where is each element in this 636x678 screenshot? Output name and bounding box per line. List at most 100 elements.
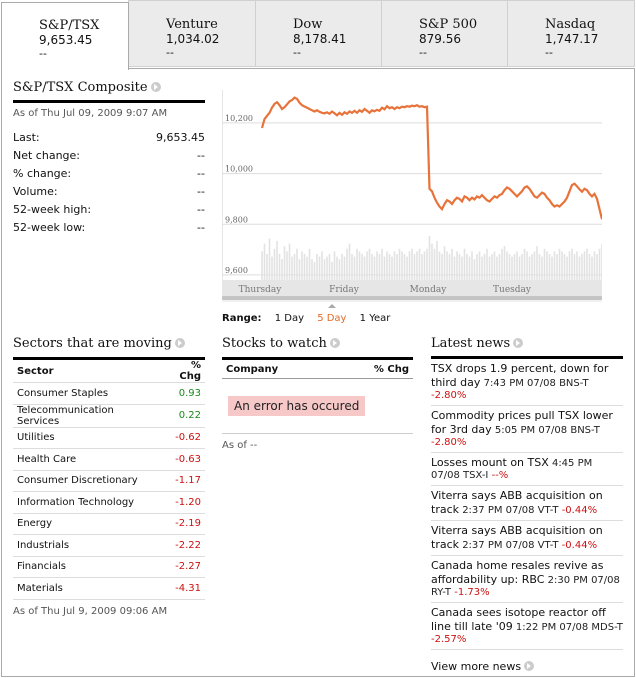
sector-name: Energy (13, 513, 163, 535)
tab-dow[interactable]: Dow 8,178.41 -- (255, 0, 382, 67)
sector-name: Information Technology (13, 491, 163, 514)
news-ticker[interactable]: MDS-T (591, 622, 623, 633)
table-row[interactable]: Utilities -0.62 (13, 427, 205, 449)
news-headline[interactable]: TSX drops 1.9 percent, down for third da… (431, 362, 609, 389)
news-item[interactable]: Viterra says ABB acquisition on track 2:… (431, 521, 623, 556)
news-headline[interactable]: Viterra says ABB acquisition on track (431, 489, 603, 516)
tab-nasdaq[interactable]: Nasdaq 1,747.17 -- (507, 0, 635, 67)
news-ticker[interactable]: VT-T (537, 540, 559, 551)
tab-value: 1,034.02 (166, 32, 220, 46)
table-row[interactable]: Financials -2.27 (13, 556, 205, 578)
volume-bar (438, 251, 441, 280)
volume-bar (401, 251, 403, 280)
stocks-asof: As of -- (222, 433, 413, 451)
volume-bar (366, 251, 368, 280)
volume-bar (568, 251, 571, 280)
news-ticker[interactable]: RY-T (431, 587, 452, 598)
volume-bar (381, 248, 383, 280)
table-row[interactable]: Telecommunication Services 0.22 (13, 404, 205, 428)
view-more-news-link[interactable]: View more news (431, 660, 623, 673)
stat-value: -- (197, 203, 205, 216)
stat-row: Last: 9,653.45 (13, 129, 205, 147)
tab-change: -- (293, 46, 301, 59)
volume-bar (283, 246, 286, 280)
volume-bar (391, 256, 393, 280)
news-headline[interactable]: Commodity prices pull TSX lower for 3rd … (431, 409, 613, 436)
volume-bar (506, 251, 508, 280)
range-5day[interactable]: 5 Day (317, 313, 347, 324)
x-tick-label: Thursday (239, 285, 283, 295)
tab-sptsx[interactable]: S&P/TSX 9,653.45 -- (1, 2, 129, 70)
x-tick-label: Friday (329, 285, 360, 295)
volume-bar (398, 248, 401, 280)
volume-bar (468, 256, 471, 280)
volume-bar (461, 256, 463, 280)
volume-bar (301, 251, 303, 280)
table-row[interactable]: Materials -4.31 (13, 577, 205, 600)
volume-bar (593, 251, 596, 280)
volume-bar (551, 256, 553, 280)
volume-bar (433, 248, 436, 280)
news-time: 4:45 PM 07/08 (431, 458, 593, 481)
news-item[interactable]: Canada sees isotope reactor off line til… (431, 603, 623, 650)
table-row[interactable]: Health Care -0.63 (13, 448, 205, 471)
volume-bar (478, 251, 481, 280)
volume-bar (581, 254, 583, 280)
composite-title[interactable]: S&P/TSX Composite (13, 80, 205, 96)
news-time: 7:43 PM 07/08 (483, 378, 556, 389)
news-chg: -2.57% (431, 634, 467, 645)
range-1year[interactable]: 1 Year (359, 313, 391, 324)
volume-bar (373, 256, 376, 280)
arrow-right-icon (513, 338, 524, 348)
title-rule (13, 100, 205, 103)
volume-bar (501, 248, 503, 280)
news-item[interactable]: TSX drops 1.9 percent, down for third da… (431, 359, 623, 406)
table-row[interactable]: Information Technology -1.20 (13, 491, 205, 514)
news-title[interactable]: Latest news (431, 336, 623, 352)
volume-bar (518, 256, 521, 280)
news-item[interactable]: Commodity prices pull TSX lower for 3rd … (431, 406, 623, 453)
volume-bar (263, 243, 266, 280)
news-ticker[interactable]: BNS-T (559, 378, 589, 389)
sectors-title[interactable]: Sectors that are moving (13, 336, 205, 352)
table-row[interactable]: Industrials -2.22 (13, 534, 205, 557)
news-headline[interactable]: Viterra says ABB acquisition on track (431, 524, 603, 551)
tab-name: Nasdaq (545, 17, 596, 32)
tab-change: -- (545, 46, 553, 59)
volume-bar (328, 254, 331, 280)
volume-bar (261, 251, 263, 280)
volume-bar (516, 251, 518, 280)
table-row[interactable]: Consumer Discretionary -1.17 (13, 470, 205, 492)
news-headline[interactable]: Canada sees isotope reactor off line til… (431, 606, 606, 633)
sector-chg: -1.17 (162, 470, 205, 492)
news-headline[interactable]: Canada home resales revive as affordabil… (431, 559, 604, 586)
news-headline[interactable]: Losses mount on TSX (431, 456, 549, 469)
x-tick-label: Monday (410, 285, 448, 295)
volume-bar (591, 256, 593, 280)
volume-bar (443, 246, 446, 280)
tab-sp500[interactable]: S&P 500 879.56 -- (381, 0, 508, 67)
news-ticker[interactable]: TSX-I (463, 470, 489, 481)
tab-venture[interactable]: Venture 1,034.02 -- (128, 0, 256, 67)
stat-row: Net change: -- (13, 147, 205, 165)
volume-bar (598, 248, 601, 280)
table-row[interactable]: Energy -2.19 (13, 513, 205, 535)
news-item[interactable]: Losses mount on TSX 4:45 PM 07/08 TSX-I … (431, 453, 623, 486)
stat-row: % change: -- (13, 165, 205, 183)
volume-bar (548, 254, 551, 280)
table-row[interactable]: Consumer Staples 0.93 (13, 382, 205, 405)
title-rule (431, 356, 623, 359)
news-ticker[interactable]: BNS-T (570, 425, 600, 436)
volume-bar (523, 248, 526, 280)
caret-up-icon (328, 304, 336, 308)
volume-bar (413, 254, 416, 280)
news-item[interactable]: Viterra says ABB acquisition on track 2:… (431, 486, 623, 521)
volume-bar (601, 243, 602, 280)
volume-bar (383, 256, 386, 280)
range-1day[interactable]: 1 Day (274, 313, 304, 324)
news-ticker[interactable]: VT-T (537, 505, 559, 516)
news-item[interactable]: Canada home resales revive as affordabil… (431, 556, 623, 603)
sector-name: Consumer Staples (13, 382, 163, 405)
stocks-title[interactable]: Stocks to watch (222, 336, 413, 352)
stat-value: -- (197, 221, 205, 234)
